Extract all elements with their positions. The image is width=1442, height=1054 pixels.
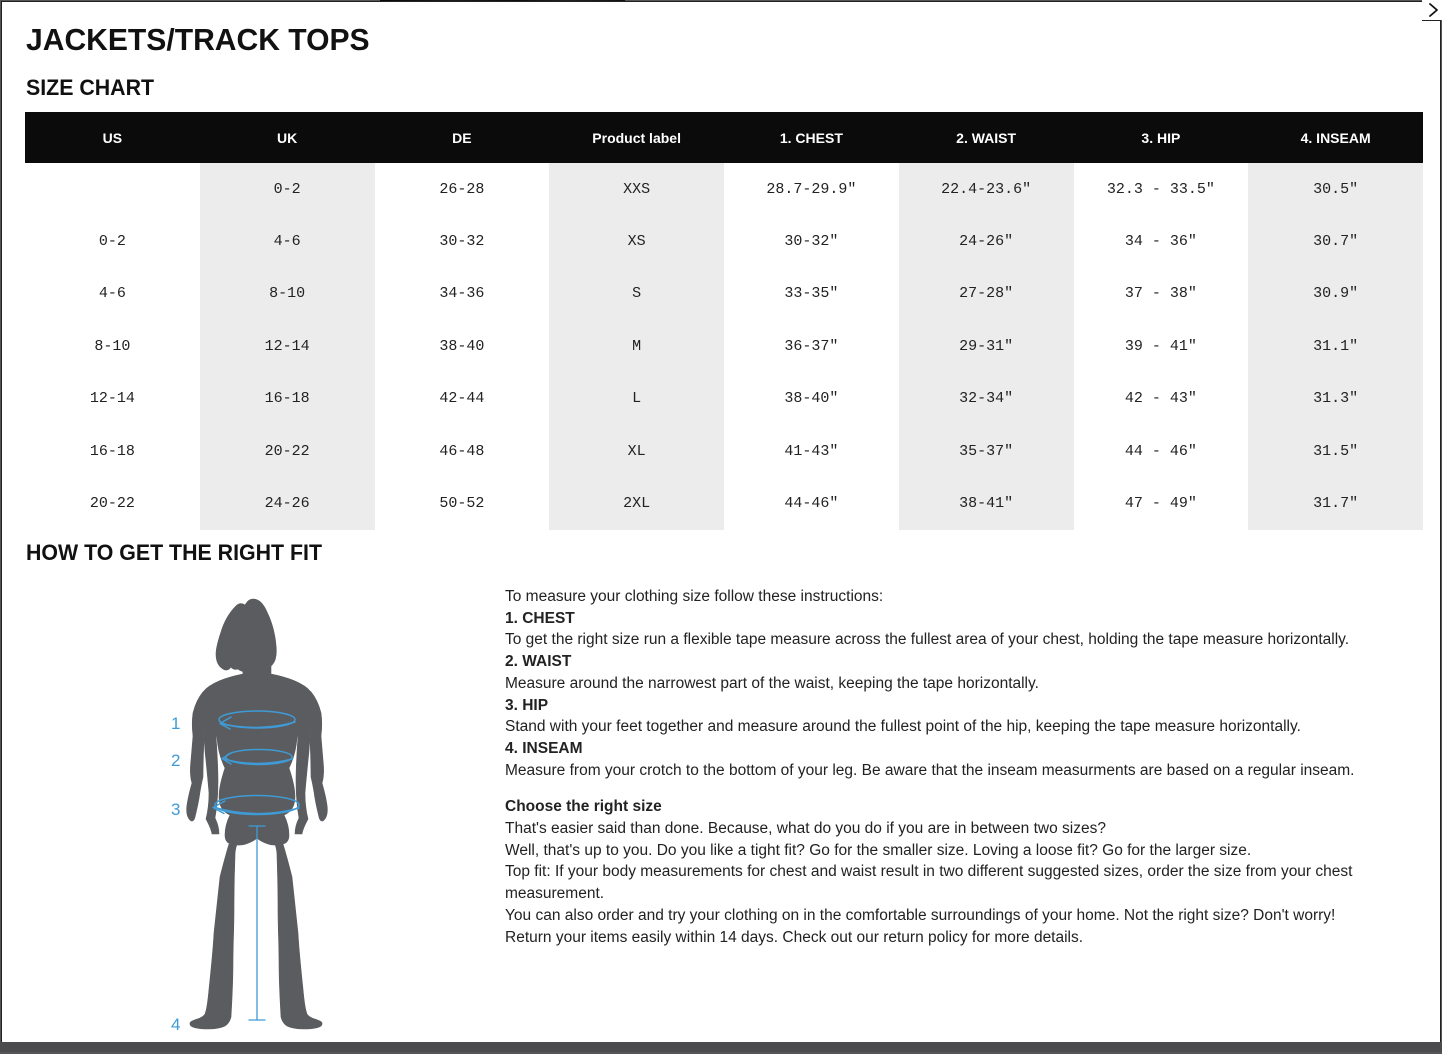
svg-text:4: 4 (171, 1015, 180, 1034)
svg-text:3: 3 (171, 800, 180, 819)
svg-text:2: 2 (171, 751, 180, 770)
svg-text:1: 1 (171, 714, 180, 733)
